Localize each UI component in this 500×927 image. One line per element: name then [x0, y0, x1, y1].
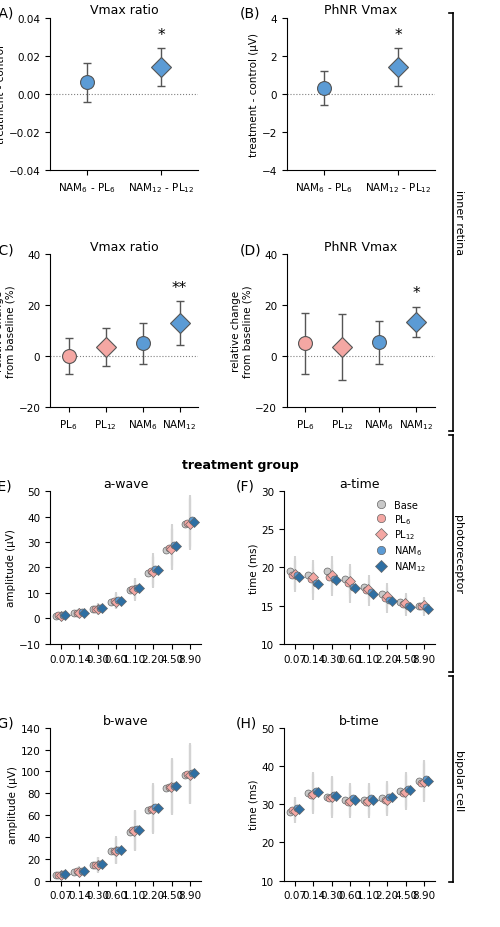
Text: (G): (G) — [0, 716, 14, 730]
Title: b-time: b-time — [339, 714, 380, 727]
Y-axis label: amplitude (μV): amplitude (μV) — [6, 529, 16, 607]
Legend: Base, PL$_6$, PL$_{12}$, NAM$_6$, NAM$_{12}$: Base, PL$_6$, PL$_{12}$, NAM$_6$, NAM$_{… — [368, 497, 430, 578]
Text: (F): (F) — [236, 479, 255, 493]
Text: bipolar cell: bipolar cell — [454, 749, 464, 810]
Text: (E): (E) — [0, 479, 12, 493]
Y-axis label: amplitude (μV): amplitude (μV) — [8, 766, 18, 844]
Y-axis label: relative change
from baseline (%): relative change from baseline (%) — [231, 286, 252, 377]
Title: a-time: a-time — [340, 477, 380, 490]
Text: (B): (B) — [240, 6, 260, 20]
Text: (A): (A) — [0, 6, 14, 20]
Title: PhNR Vmax: PhNR Vmax — [324, 241, 398, 254]
Text: *: * — [412, 286, 420, 301]
Y-axis label: time (ms): time (ms) — [248, 542, 258, 593]
Text: *: * — [394, 28, 402, 43]
Y-axis label: treatment - control: treatment - control — [0, 45, 6, 145]
Title: PhNR Vmax: PhNR Vmax — [324, 5, 398, 18]
Title: a-wave: a-wave — [103, 477, 148, 490]
Text: (C): (C) — [0, 243, 14, 257]
Text: photoreceptor: photoreceptor — [454, 514, 464, 593]
Text: **: ** — [172, 281, 187, 296]
Text: (D): (D) — [240, 243, 261, 257]
Title: b-wave: b-wave — [102, 714, 148, 727]
Text: treatment group: treatment group — [182, 459, 298, 472]
Text: inner retina: inner retina — [454, 190, 464, 255]
Title: Vmax ratio: Vmax ratio — [90, 5, 158, 18]
Text: *: * — [157, 28, 165, 43]
Y-axis label: relative change
from baseline (%): relative change from baseline (%) — [0, 286, 16, 377]
Text: (H): (H) — [236, 716, 257, 730]
Y-axis label: time (ms): time (ms) — [248, 779, 258, 830]
Y-axis label: treatment - control (μV): treatment - control (μV) — [249, 32, 259, 157]
Title: Vmax ratio: Vmax ratio — [90, 241, 158, 254]
